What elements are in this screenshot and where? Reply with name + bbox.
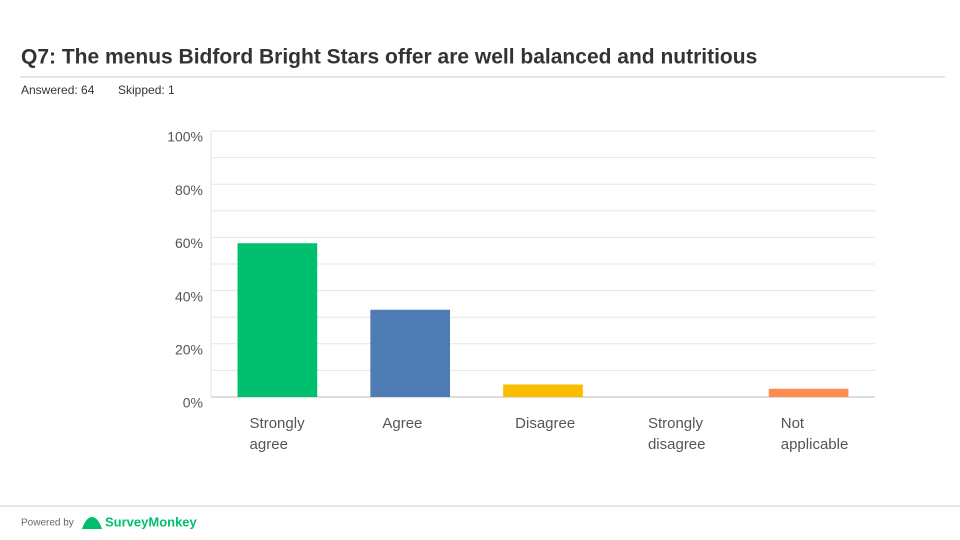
bar [237,243,318,397]
y-tick-label: 100% [167,129,203,145]
bar [768,388,849,397]
x-tick-label: Strongly [648,415,704,432]
x-tick-label: disagree [648,436,706,453]
x-tick-label: Strongly [250,415,306,432]
powered-by: Powered by [21,518,74,529]
y-tick-label: 60% [175,235,203,251]
x-tick-label: Agree [382,415,422,432]
y-tick-label: 40% [175,288,203,304]
skipped: Skipped: 1 [118,83,175,97]
y-tick-label: 80% [175,182,203,198]
x-tick-label: Not [781,415,805,432]
x-tick-label: applicable [781,436,849,453]
logo-icon [82,517,102,529]
bar [503,384,583,397]
x-tick-label: agree [250,436,288,453]
brand: SurveyMonkey [105,514,198,529]
bar [370,309,451,397]
answered: Answered: 64 [21,83,95,97]
y-tick-label: 20% [175,342,203,358]
x-tick-label: Disagree [515,415,575,432]
y-tick-label: 0% [183,395,203,411]
chart-title: Q7: The menus Bidford Bright Stars offer… [21,46,757,69]
